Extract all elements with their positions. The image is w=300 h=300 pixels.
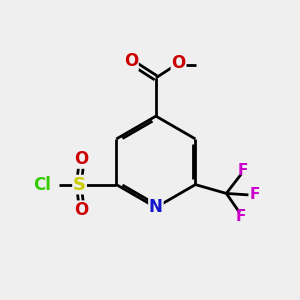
- Text: O: O: [74, 150, 88, 168]
- Text: N: N: [149, 198, 163, 216]
- Text: O: O: [124, 52, 138, 70]
- Text: S: S: [73, 176, 86, 194]
- Text: F: F: [250, 188, 260, 202]
- Text: Cl: Cl: [33, 176, 51, 194]
- Text: F: F: [236, 209, 246, 224]
- Text: O: O: [74, 201, 88, 219]
- Text: O: O: [171, 53, 186, 71]
- Text: F: F: [237, 163, 248, 178]
